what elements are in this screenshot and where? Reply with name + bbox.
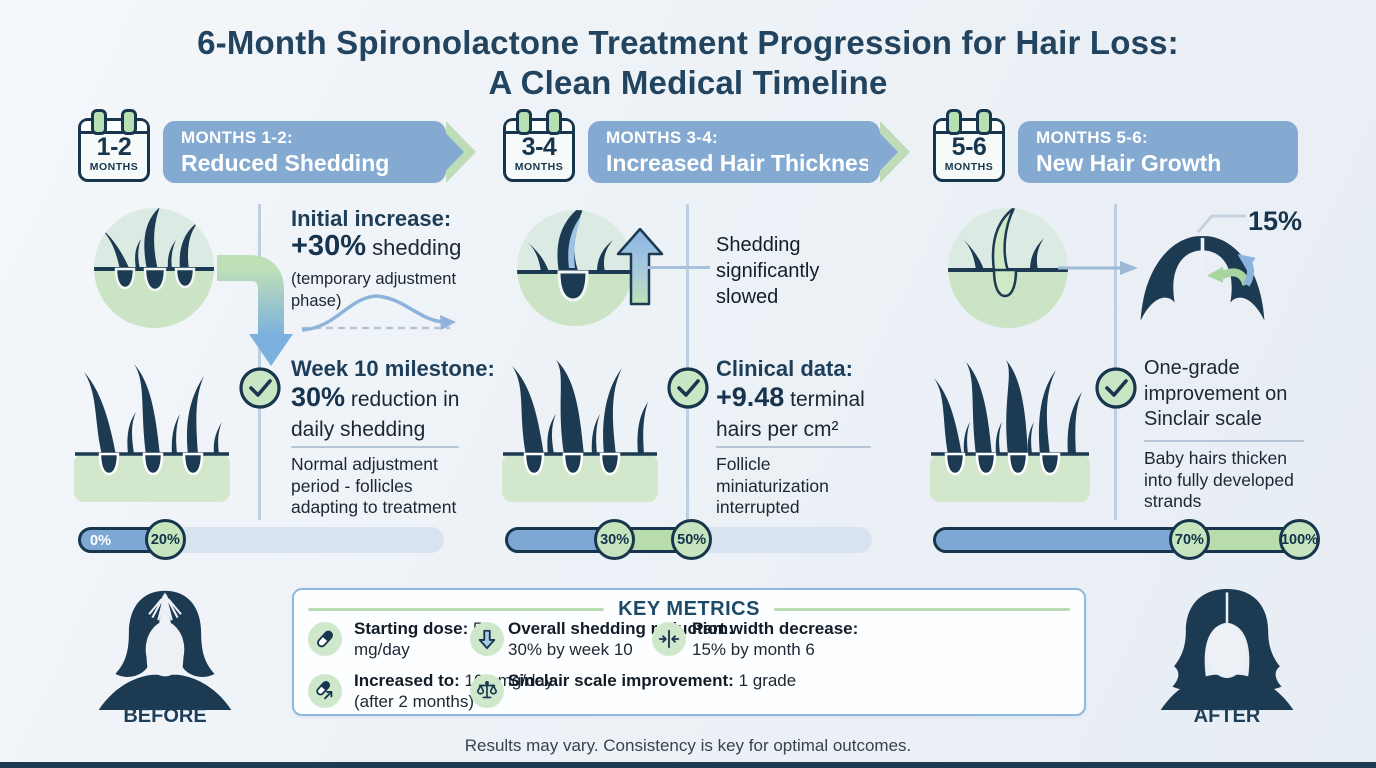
banner-kicker: MONTHS 5-6: [1036,128,1148,147]
calendar-icon-months-3-4: 3-4 MONTHS [503,109,575,182]
before-label: BEFORE [123,705,207,727]
timeline-connector-1 [258,204,261,520]
phase1-milestone-stat: 30% reduction in daily shedding [291,382,460,441]
follicle-circle-illustration [94,208,214,328]
shedding-down-arrow-icon [470,622,504,656]
after-label: AFTER [1193,705,1261,727]
calendar-number: 5-6 [951,133,987,161]
phase1-milestone-heading: Week 10 milestone: [291,356,495,381]
calendar-ring-icon [976,109,992,135]
phase1-top-stat: +30% shedding [291,230,462,262]
calendar-icon-months-1-2: 1-2 MONTHS [78,109,150,182]
bottom-accent-bar [0,762,1376,768]
metric-increased-dose: Increased to: 100 mg/day (after 2 months… [354,671,554,711]
text-divider [1144,440,1304,442]
phase-banner-2: MONTHS 3-4: Increased Hair Thickness [588,121,910,183]
pill-icon [308,622,342,656]
balance-scale-icon [470,674,504,708]
down-arrow-icon [217,255,293,366]
phase3-milestone-note: Baby hairs thicken into fully developed … [1144,448,1294,511]
calendar-ring-icon [121,109,137,135]
phase3-top-stat: 15% [1248,206,1303,236]
phase2-milestone-heading: Clinical data: [716,356,853,381]
calendar-ring-icon [546,109,562,135]
checkmark-icon [667,367,709,409]
calendar-number: 1-2 [96,133,132,161]
phase2-milestone-stat: +9.48 terminal hairs per cm² [716,382,865,441]
metric-part-width: Part width decrease: 15% by month 6 [692,619,859,659]
phase3-milestone-heading: One-grade improvement on Sinclair scale [1144,357,1288,430]
follicle-circle-illustration [517,210,633,326]
calendar-ring-icon [91,109,107,135]
progress-bar-phase3: 70% 100% [933,519,1320,560]
phase2-top-note: Shedding significantly slowed [716,234,820,308]
key-metrics-panel: KEY METRICS Starting dose: 50 mg/day Ove… [292,588,1086,716]
progress-marker: 50% [671,519,713,560]
phase2-milestone-note: Follicle miniaturization interrupted [716,454,829,517]
calendar-icon-months-5-6: 5-6 MONTHS [933,109,1005,182]
phase1-top-note: (temporary adjustment phase) [291,270,457,310]
before-silhouette [98,590,232,710]
callout-connector-line [1196,214,1246,233]
scalp-patch-illustration [74,364,230,502]
phase1-top-heading: Initial increase: [291,206,452,231]
text-divider [291,446,459,448]
follicle-circle-illustration [948,208,1068,328]
phase-banner-3: MONTHS 5-6: New Hair Growth [1018,121,1298,183]
phase-banner-1: MONTHS 1-2: Reduced Shedding [163,121,476,183]
checkmark-icon [239,367,281,409]
progress-start-label: 0% [90,533,111,549]
title-rule-left [308,608,605,611]
after-silhouette [1160,589,1294,710]
phase1-milestone-note: Normal adjustment period - follicles ada… [291,454,457,517]
progress-marker: 30% [594,519,636,560]
progress-marker: 100% [1279,519,1320,560]
progress-marker: 20% [144,519,186,560]
timeline-connector-2 [686,204,689,520]
pill-increase-icon [308,674,342,708]
text-divider [716,446,871,448]
banner-kicker: MONTHS 1-2: [181,128,293,147]
scalp-patch-illustration [930,360,1090,502]
calendar-unit: MONTHS [89,161,139,173]
footer-disclaimer: Results may vary. Consistency is key for… [464,736,912,755]
metric-sinclair-improvement: Sinclair scale improvement: 1 grade [508,671,797,690]
calendar-unit: MONTHS [514,161,564,173]
page-title-line2: A Clean Medical Timeline [488,64,888,101]
banner-title: New Hair Growth [1036,150,1222,176]
calendar-ring-icon [516,109,532,135]
banner-title: Increased Hair Thickness [606,150,884,176]
progress-marker: 70% [1168,519,1210,560]
calendar-ring-icon [946,109,962,135]
progress-bar-phase1: 0% 20% [78,519,444,560]
checkmark-icon [1095,367,1137,409]
right-arrow-icon [1058,261,1138,275]
key-metrics-title: KEY METRICS [618,598,760,620]
calendar-number: 3-4 [521,133,557,161]
banner-kicker: MONTHS 3-4: [606,128,718,147]
banner-title: Reduced Shedding [181,150,390,176]
progress-bar-phase2: 30% 50% [505,519,872,560]
shedding-curve-icon [301,294,456,332]
timeline-connector-3 [1114,204,1117,520]
page-title-line1: 6-Month Spironolactone Treatment Progres… [197,24,1179,61]
title-rule-right [773,608,1071,611]
part-width-arrows-icon [652,622,686,656]
up-arrow-icon [616,228,664,306]
scalp-part-illustration [1140,236,1265,321]
scalp-patch-illustration [502,360,658,502]
connector-line [642,266,710,269]
calendar-unit: MONTHS [944,161,994,173]
